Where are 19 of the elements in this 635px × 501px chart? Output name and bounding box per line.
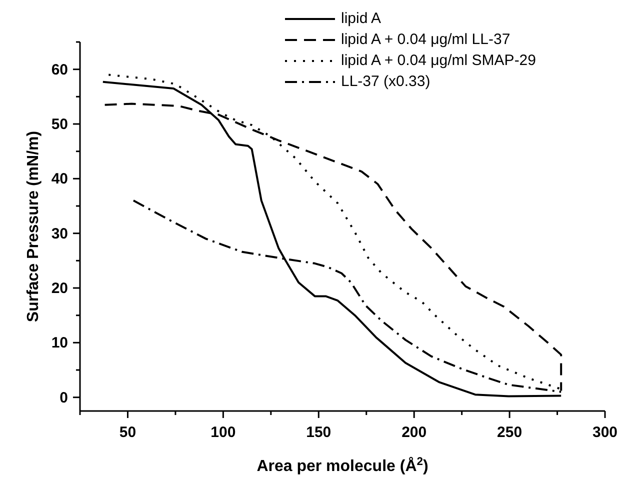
legend-label: lipid A xyxy=(341,9,382,29)
y-tick-label: 40 xyxy=(51,170,68,188)
x-tick-label: 300 xyxy=(592,424,618,441)
x-tick-label: 100 xyxy=(210,424,236,441)
x-axis-title: Area per molecule (Å$^{2}$) xyxy=(256,456,428,475)
y-axis-title: Surface Pressure (mN/m) xyxy=(25,130,42,322)
legend-label: LL-37 (x0.33) xyxy=(341,72,430,92)
x-tick-label: 150 xyxy=(306,424,332,441)
y-tick-label: 10 xyxy=(51,334,68,352)
y-tick-label: 50 xyxy=(51,116,68,133)
legend-label: lipid A + 0.04 μg/ml LL-37 xyxy=(341,30,510,50)
y-tick-label: 0 xyxy=(60,389,68,406)
x-tick-label: 250 xyxy=(497,424,522,441)
y-tick-label: 20 xyxy=(51,280,68,297)
legend-label: lipid A + 0.04 μg/ml SMAP-29 xyxy=(341,51,536,71)
y-tick-label: 30 xyxy=(51,225,68,242)
x-tick-label: 200 xyxy=(402,424,427,441)
x-tick-label: 50 xyxy=(119,424,136,441)
y-tick-label: 60 xyxy=(51,61,68,78)
